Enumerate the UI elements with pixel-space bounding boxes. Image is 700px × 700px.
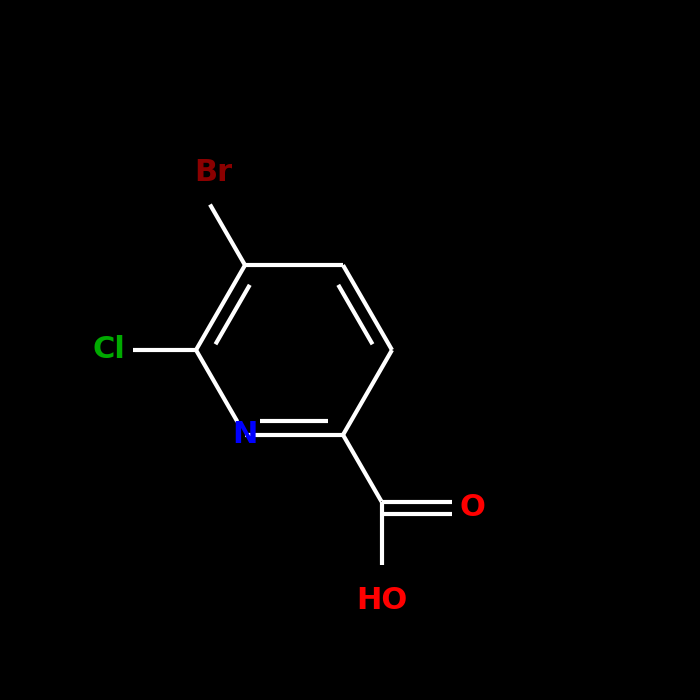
Text: N: N bbox=[232, 421, 258, 449]
Text: Cl: Cl bbox=[92, 335, 125, 365]
Text: Br: Br bbox=[195, 158, 232, 187]
Text: HO: HO bbox=[356, 586, 407, 615]
Text: O: O bbox=[460, 494, 485, 522]
